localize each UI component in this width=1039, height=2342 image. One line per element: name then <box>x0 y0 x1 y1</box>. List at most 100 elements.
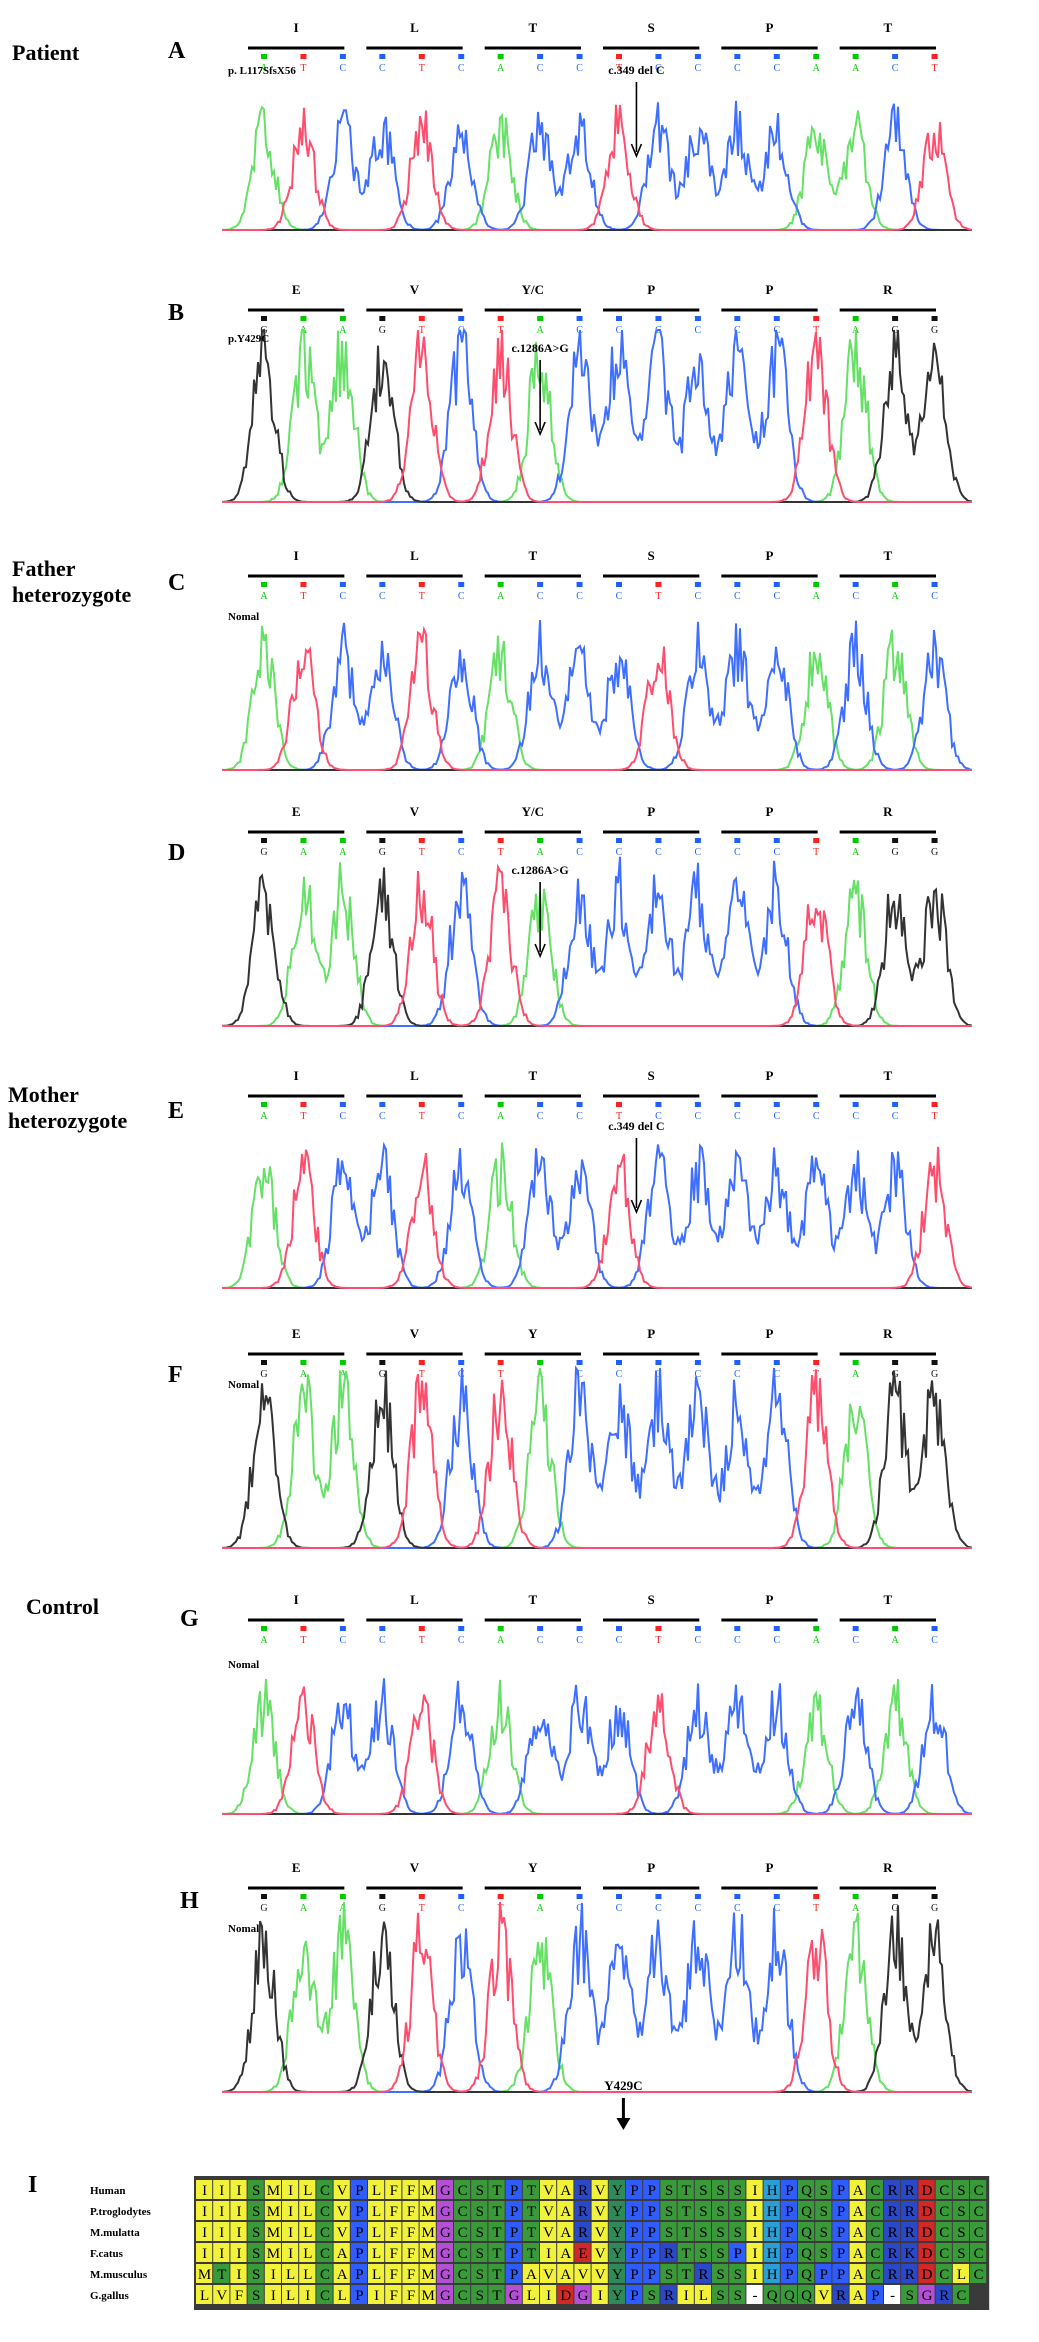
residue-cell <box>574 2180 591 2199</box>
base-marker <box>852 54 859 59</box>
base-marker <box>616 582 622 587</box>
residue-letter: I <box>219 2246 224 2262</box>
base-letter: C <box>655 1111 662 1122</box>
base-marker <box>497 1102 504 1107</box>
residue-cell <box>952 2243 969 2262</box>
base-letter: C <box>852 1635 859 1646</box>
residue-letter: A <box>560 2246 571 2262</box>
residue-letter: I <box>288 2183 293 2199</box>
residue-letter: S <box>716 2267 724 2283</box>
residue-letter: Y <box>612 2288 623 2304</box>
residue-cell <box>970 2180 987 2199</box>
residue-cell <box>385 2201 402 2220</box>
residue-cell <box>643 2285 660 2304</box>
base-letter: C <box>655 63 662 74</box>
base-letter: C <box>379 1635 386 1646</box>
residue-cell <box>591 2264 608 2283</box>
residue-cell <box>729 2222 746 2241</box>
residue-cell <box>316 2243 333 2262</box>
residue-cell <box>712 2264 729 2283</box>
amino-acid-label: S <box>648 1592 655 1607</box>
residue-cell <box>952 2264 969 2283</box>
base-marker <box>537 54 544 59</box>
residue-cell <box>350 2243 367 2262</box>
residue-cell <box>608 2285 625 2304</box>
residue-letter: S <box>252 2267 260 2283</box>
amino-acid-label: R <box>883 804 893 819</box>
base-marker <box>813 838 820 843</box>
base-marker <box>616 838 622 843</box>
residue-cell <box>746 2201 763 2220</box>
residue-cell <box>849 2180 866 2199</box>
residue-cell <box>350 2201 367 2220</box>
panel-letter-h: H <box>180 1888 199 1914</box>
residue-cell <box>333 2201 350 2220</box>
base-letter: C <box>458 1903 465 1914</box>
amino-acid-label: P <box>766 548 774 563</box>
residue-letter: G <box>440 2246 451 2262</box>
residue-letter: I <box>237 2246 242 2262</box>
amino-acid-label: T <box>528 1592 537 1607</box>
residue-letter: S <box>820 2183 828 2199</box>
amino-acid-label: E <box>292 1326 301 1341</box>
residue-cell <box>660 2264 677 2283</box>
residue-letter: L <box>372 2183 381 2199</box>
residue-letter: S <box>252 2288 260 2304</box>
base-letter: A <box>497 1635 505 1646</box>
residue-cell <box>626 2285 643 2304</box>
residue-letter: P <box>837 2225 845 2241</box>
base-letter: C <box>458 325 465 336</box>
amino-acid-label: P <box>647 804 655 819</box>
residue-cell <box>866 2201 883 2220</box>
residue-letter: A <box>853 2204 864 2220</box>
residue-letter: V <box>543 2183 554 2199</box>
base-letter: C <box>655 1903 662 1914</box>
base-marker <box>734 1102 741 1107</box>
residue-cell <box>970 2222 987 2241</box>
residue-cell <box>626 2243 643 2262</box>
base-marker <box>261 1360 267 1365</box>
residue-cell <box>368 2285 385 2304</box>
residue-letter: T <box>682 2246 691 2262</box>
base-letter: A <box>339 1369 347 1380</box>
residue-cell <box>608 2264 625 2283</box>
residue-letter: Q <box>784 2288 795 2304</box>
base-letter: A <box>300 1369 308 1380</box>
residue-cell <box>264 2264 281 2283</box>
base-marker <box>655 54 662 59</box>
residue-letter: Q <box>801 2204 812 2220</box>
base-letter: C <box>892 1111 899 1122</box>
residue-cell <box>247 2243 264 2262</box>
residue-letter: S <box>906 2288 914 2304</box>
residue-letter: A <box>560 2204 571 2220</box>
residue-cell <box>402 2201 419 2220</box>
residue-letter: P <box>510 2225 518 2241</box>
base-marker <box>379 1102 386 1107</box>
residue-cell <box>884 2201 901 2220</box>
residue-letter: P <box>871 2288 879 2304</box>
residue-cell <box>901 2285 918 2304</box>
residue-letter: P <box>785 2225 793 2241</box>
residue-letter: V <box>595 2183 606 2199</box>
base-letter: A <box>260 63 268 74</box>
residue-cell <box>608 2222 625 2241</box>
base-marker <box>616 1894 622 1899</box>
base-letter: C <box>931 591 938 602</box>
residue-cell <box>471 2285 488 2304</box>
base-letter: A <box>891 591 899 602</box>
residue-letter: V <box>595 2246 606 2262</box>
base-marker <box>773 54 780 59</box>
base-marker <box>773 316 780 321</box>
residue-cell <box>196 2180 213 2199</box>
base-letter: G <box>931 1903 938 1914</box>
base-letter: C <box>892 63 899 74</box>
residue-letter: T <box>682 2225 691 2241</box>
amino-acid-label: T <box>883 20 892 35</box>
residue-cell <box>591 2222 608 2241</box>
residue-letter: P <box>837 2183 845 2199</box>
residue-letter: C <box>974 2204 984 2220</box>
base-letter: C <box>379 1111 386 1122</box>
residue-cell <box>247 2180 264 2199</box>
base-letter: C <box>576 847 583 858</box>
residue-letter: S <box>716 2204 724 2220</box>
